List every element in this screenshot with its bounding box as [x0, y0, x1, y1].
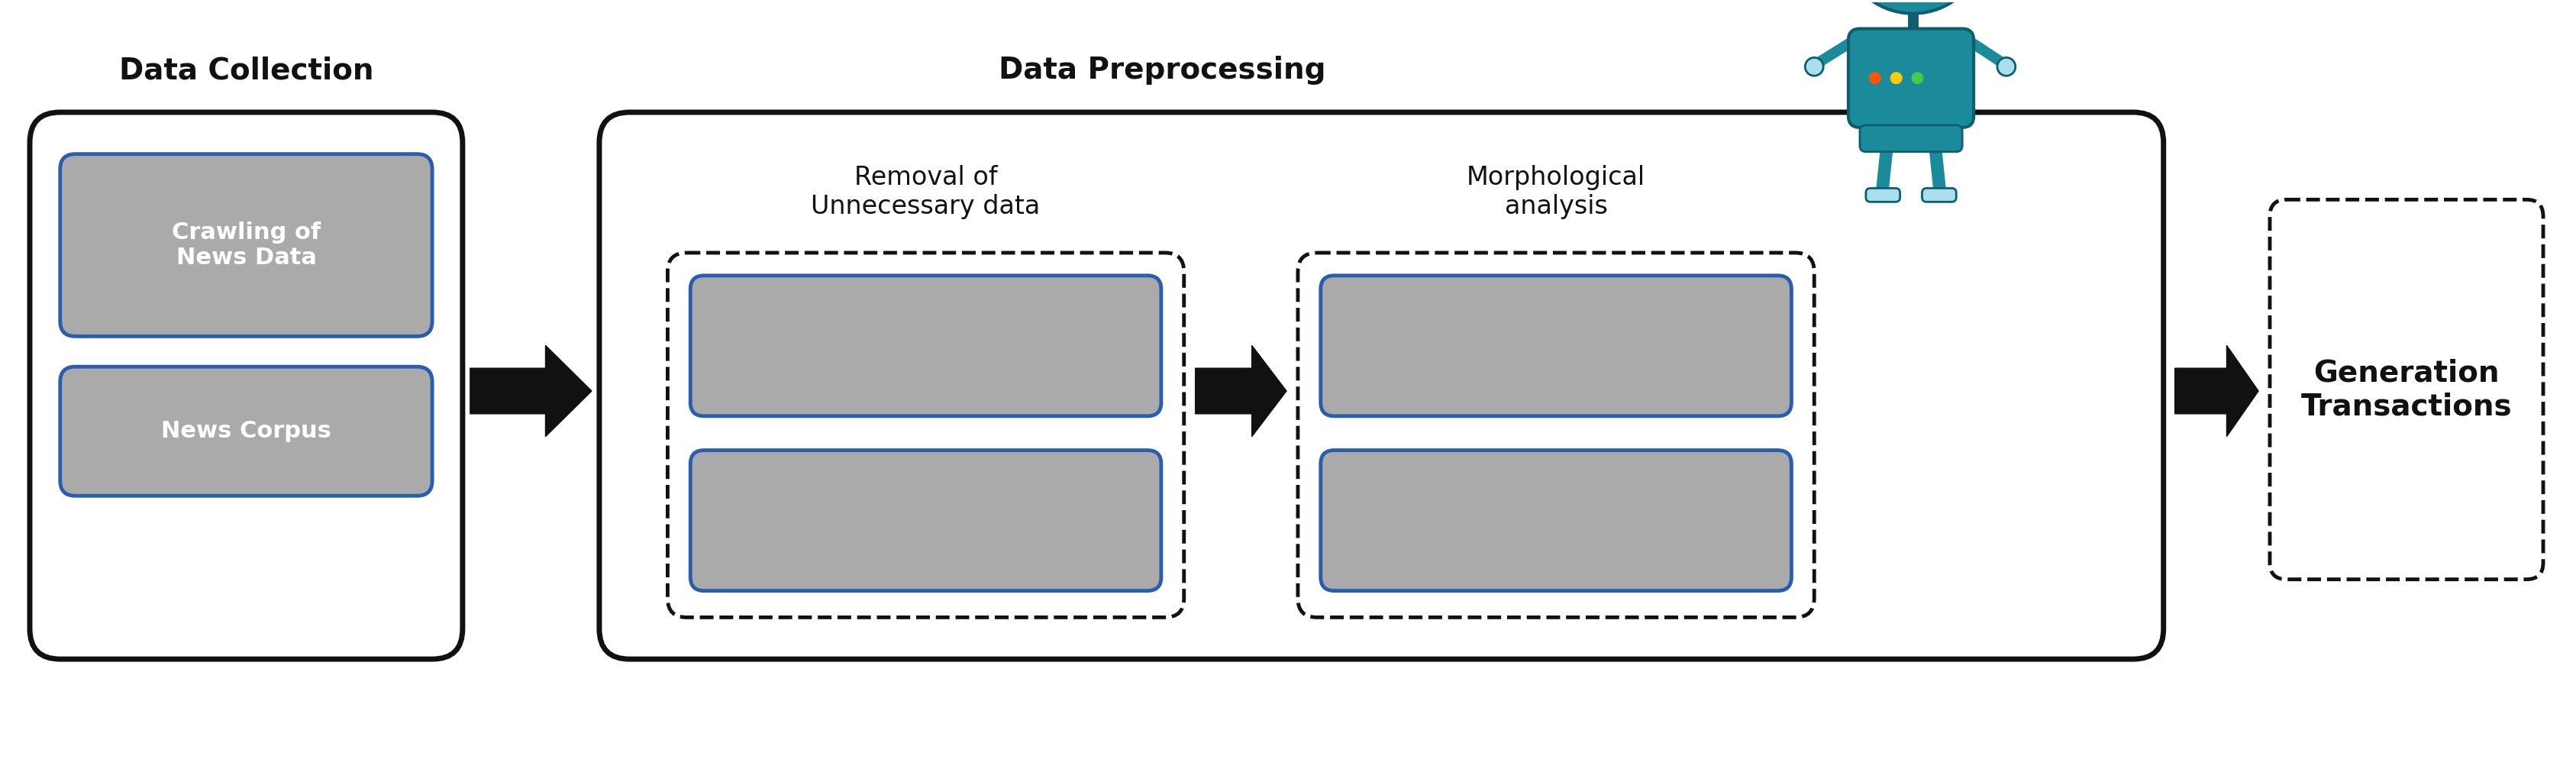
Polygon shape	[2174, 346, 2259, 436]
Text: News Corpus: News Corpus	[162, 420, 332, 443]
FancyBboxPatch shape	[600, 113, 2164, 659]
Circle shape	[1870, 72, 1880, 84]
Text: Data Collection: Data Collection	[118, 56, 374, 85]
Text: Stop words: Stop words	[1481, 335, 1631, 357]
FancyBboxPatch shape	[690, 450, 1162, 590]
Polygon shape	[471, 346, 592, 436]
FancyBboxPatch shape	[1860, 125, 1963, 152]
Text: Morphological
analysis: Morphological analysis	[1466, 165, 1646, 219]
Polygon shape	[1195, 346, 1285, 436]
Circle shape	[1842, 0, 1986, 13]
FancyBboxPatch shape	[59, 367, 433, 496]
Circle shape	[1996, 58, 2014, 76]
FancyBboxPatch shape	[2269, 199, 2543, 579]
FancyBboxPatch shape	[1850, 29, 1973, 127]
Text: Generation
Transactions: Generation Transactions	[2300, 358, 2512, 421]
Text: Noun
Extraction: Noun Extraction	[1489, 497, 1623, 544]
Circle shape	[1891, 72, 1901, 84]
FancyBboxPatch shape	[31, 113, 464, 659]
Text: Number: Number	[873, 335, 979, 357]
FancyBboxPatch shape	[690, 275, 1162, 416]
FancyBboxPatch shape	[1321, 275, 1790, 416]
Circle shape	[1806, 58, 1824, 76]
Text: Crawling of
News Data: Crawling of News Data	[173, 221, 319, 269]
Text: Removal of
Unnecessary data: Removal of Unnecessary data	[811, 165, 1041, 219]
FancyBboxPatch shape	[59, 154, 433, 336]
Text: Data Preprocessing: Data Preprocessing	[999, 56, 1327, 85]
FancyBboxPatch shape	[1865, 188, 1901, 202]
FancyBboxPatch shape	[1321, 450, 1790, 590]
Text: Punctuation: Punctuation	[848, 509, 1005, 531]
Circle shape	[1911, 72, 1924, 84]
FancyBboxPatch shape	[1922, 188, 1955, 202]
